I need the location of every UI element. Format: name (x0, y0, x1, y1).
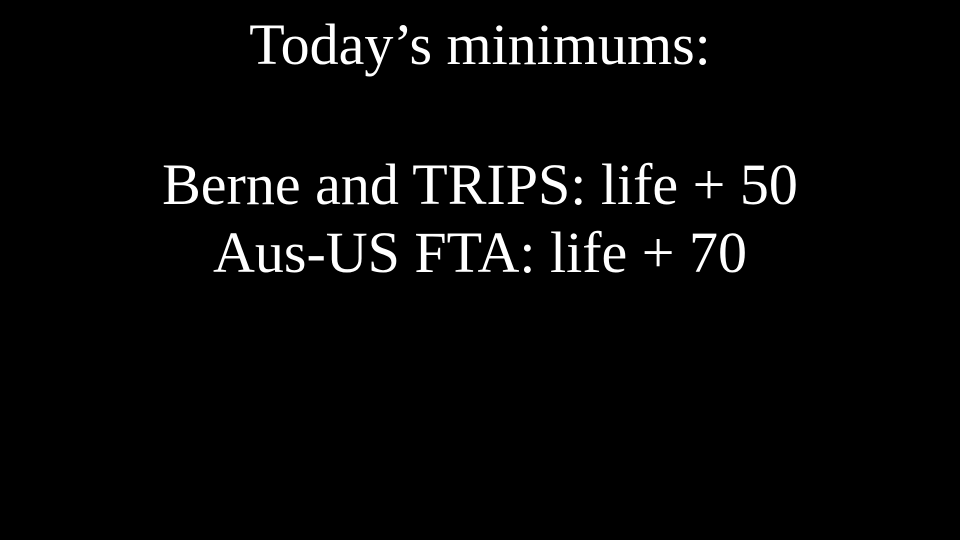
slide: Today’s minimums: Berne and TRIPS: life … (0, 0, 960, 540)
slide-title: Today’s minimums: (0, 0, 960, 79)
body-line-1: Berne and TRIPS: life + 50 (0, 151, 960, 219)
slide-body: Berne and TRIPS: life + 50 Aus-US FTA: l… (0, 151, 960, 288)
body-line-2: Aus-US FTA: life + 70 (0, 219, 960, 287)
